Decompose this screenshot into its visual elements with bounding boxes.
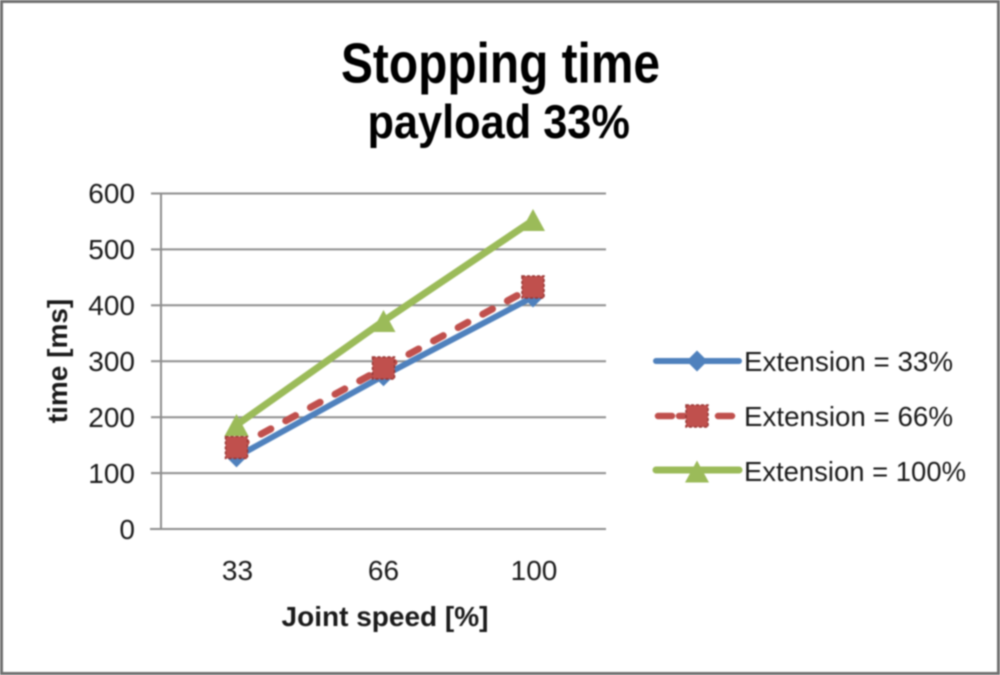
svg-text:payload 33%: payload 33% <box>367 95 630 148</box>
svg-text:200: 200 <box>88 402 135 433</box>
svg-text:Joint speed [%]: Joint speed [%] <box>282 601 489 632</box>
svg-text:Extension = 33%: Extension = 33% <box>744 346 953 377</box>
svg-text:100: 100 <box>511 555 558 586</box>
svg-text:66: 66 <box>368 555 399 586</box>
svg-text:Stopping time: Stopping time <box>341 32 660 96</box>
svg-text:33: 33 <box>222 555 253 586</box>
svg-text:time [ms]: time [ms] <box>42 299 73 423</box>
svg-text:Extension = 66%: Extension = 66% <box>744 401 953 432</box>
svg-text:0: 0 <box>119 514 135 545</box>
svg-text:500: 500 <box>88 234 135 265</box>
svg-text:400: 400 <box>88 290 135 321</box>
svg-text:100: 100 <box>88 458 135 489</box>
svg-text:Extension = 100%: Extension = 100% <box>744 456 966 487</box>
svg-text:300: 300 <box>88 346 135 377</box>
svg-text:600: 600 <box>88 178 135 209</box>
